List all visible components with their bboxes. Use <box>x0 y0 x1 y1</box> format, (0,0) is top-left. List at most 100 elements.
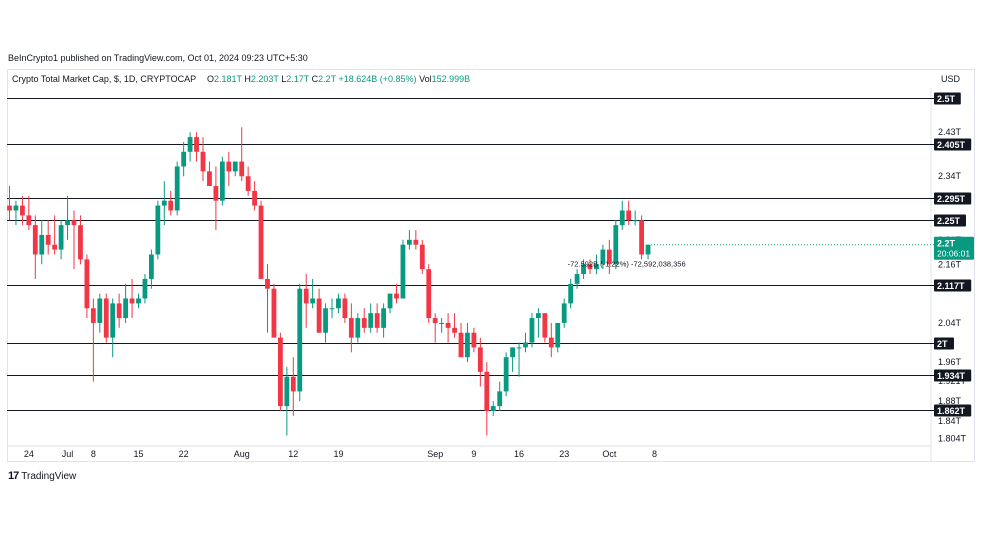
candle-body <box>213 186 219 201</box>
candle-body <box>219 161 225 201</box>
candle-body <box>548 337 554 348</box>
candle-body <box>290 376 296 392</box>
candle-body <box>316 298 322 333</box>
candle-body <box>168 200 174 211</box>
change-value: +18.624B (+0.85%) <box>338 74 417 84</box>
candle-body <box>20 205 25 216</box>
candle-body <box>419 244 425 270</box>
time-tick-label: Aug <box>234 449 250 459</box>
countdown-label: 20:06:01 <box>937 249 970 259</box>
candle-body <box>142 278 148 299</box>
level-label: 1.934T <box>937 371 966 381</box>
annotations: -72.592B (-1.22%) -72,592,038,356 <box>568 259 686 268</box>
candle-body <box>523 342 528 348</box>
candle-body <box>97 298 103 323</box>
candle-body <box>452 327 457 333</box>
price-tick-label: 1.96T <box>938 357 962 367</box>
level-label: 2.25T <box>937 216 961 226</box>
candle-body <box>348 318 354 338</box>
time-tick-label: Oct <box>602 449 617 459</box>
candle-body <box>471 332 477 348</box>
candle-body <box>65 220 70 226</box>
candle-body <box>439 322 445 324</box>
candle-body <box>400 244 406 299</box>
candle-body <box>368 313 374 328</box>
candle-body <box>265 278 270 289</box>
candle-body <box>174 166 180 211</box>
candle-body <box>536 313 541 319</box>
price-tick-label: 1.84T <box>938 416 962 426</box>
candle-body <box>161 200 167 206</box>
candle-body <box>116 303 122 319</box>
candle-body <box>587 264 593 270</box>
candle-body <box>32 225 38 255</box>
candle-body <box>110 303 116 338</box>
candle-body <box>561 303 567 323</box>
candle-body <box>432 318 438 323</box>
price-tick-label: 2.34T <box>938 171 962 181</box>
level-label-bg <box>934 404 972 417</box>
candle-body <box>477 347 483 372</box>
candle-body <box>39 234 45 255</box>
price-tick-label: 1.804T <box>938 433 967 443</box>
price-tick-label: 2.04T <box>938 318 962 328</box>
price-tick-label: 2.43T <box>938 127 962 137</box>
candle-body <box>555 322 561 348</box>
candle-body <box>581 264 586 275</box>
candle-body <box>516 347 522 349</box>
low-label: L <box>281 74 287 84</box>
candle-body <box>600 249 606 265</box>
candle-body <box>510 347 515 358</box>
candle-body <box>594 264 599 270</box>
candle-body <box>568 283 574 304</box>
candle-body <box>258 205 264 279</box>
candle-body <box>194 137 199 152</box>
candle-body <box>342 298 348 319</box>
price-tick-label: 1.88T <box>938 396 962 406</box>
candle-body <box>187 137 193 152</box>
candle-body <box>226 161 232 172</box>
close-label: C <box>311 74 319 84</box>
candle-body <box>232 161 238 172</box>
candle-body <box>271 288 277 338</box>
candle-body <box>71 220 77 226</box>
level-label: 2.405T <box>937 140 966 150</box>
candle-body <box>574 274 580 284</box>
level-label-bg <box>934 138 972 151</box>
time-tick-label: 12 <box>288 449 298 459</box>
candle-body <box>323 308 328 333</box>
tradingview-logo-icon: 17 <box>8 470 19 482</box>
candle-body <box>542 313 548 338</box>
level-label-bg <box>934 369 972 382</box>
candle-body <box>200 151 206 172</box>
candles <box>7 127 651 436</box>
currency-button[interactable]: USD <box>941 74 961 84</box>
candle-body <box>303 288 309 304</box>
candle-body <box>626 210 632 221</box>
candle-body <box>90 308 96 323</box>
level-label: 2.295T <box>937 194 966 204</box>
candle-body <box>458 332 464 358</box>
time-tick-label: 8 <box>652 449 657 459</box>
candle-body <box>336 298 341 309</box>
level-label: 2.5T <box>937 94 956 104</box>
level-label-bg <box>934 337 954 350</box>
candle-body <box>26 215 32 226</box>
candle-body <box>136 298 141 304</box>
current-price-bg <box>934 236 974 260</box>
time-tick-label: 8 <box>91 449 96 459</box>
candle-body <box>155 205 161 255</box>
candle-body <box>52 244 58 250</box>
candle-body <box>329 308 335 310</box>
current-price-label: 2.2T <box>937 239 956 249</box>
tradingview-footer[interactable]: 17 TradingView <box>8 470 76 482</box>
candle-body <box>7 205 12 211</box>
candle-body <box>78 225 83 260</box>
level-label-bg <box>934 214 966 227</box>
candle-body <box>13 205 19 211</box>
candle-body <box>45 234 51 245</box>
candle-body <box>278 337 283 407</box>
candle-body <box>207 171 212 187</box>
candle-body <box>465 332 470 358</box>
